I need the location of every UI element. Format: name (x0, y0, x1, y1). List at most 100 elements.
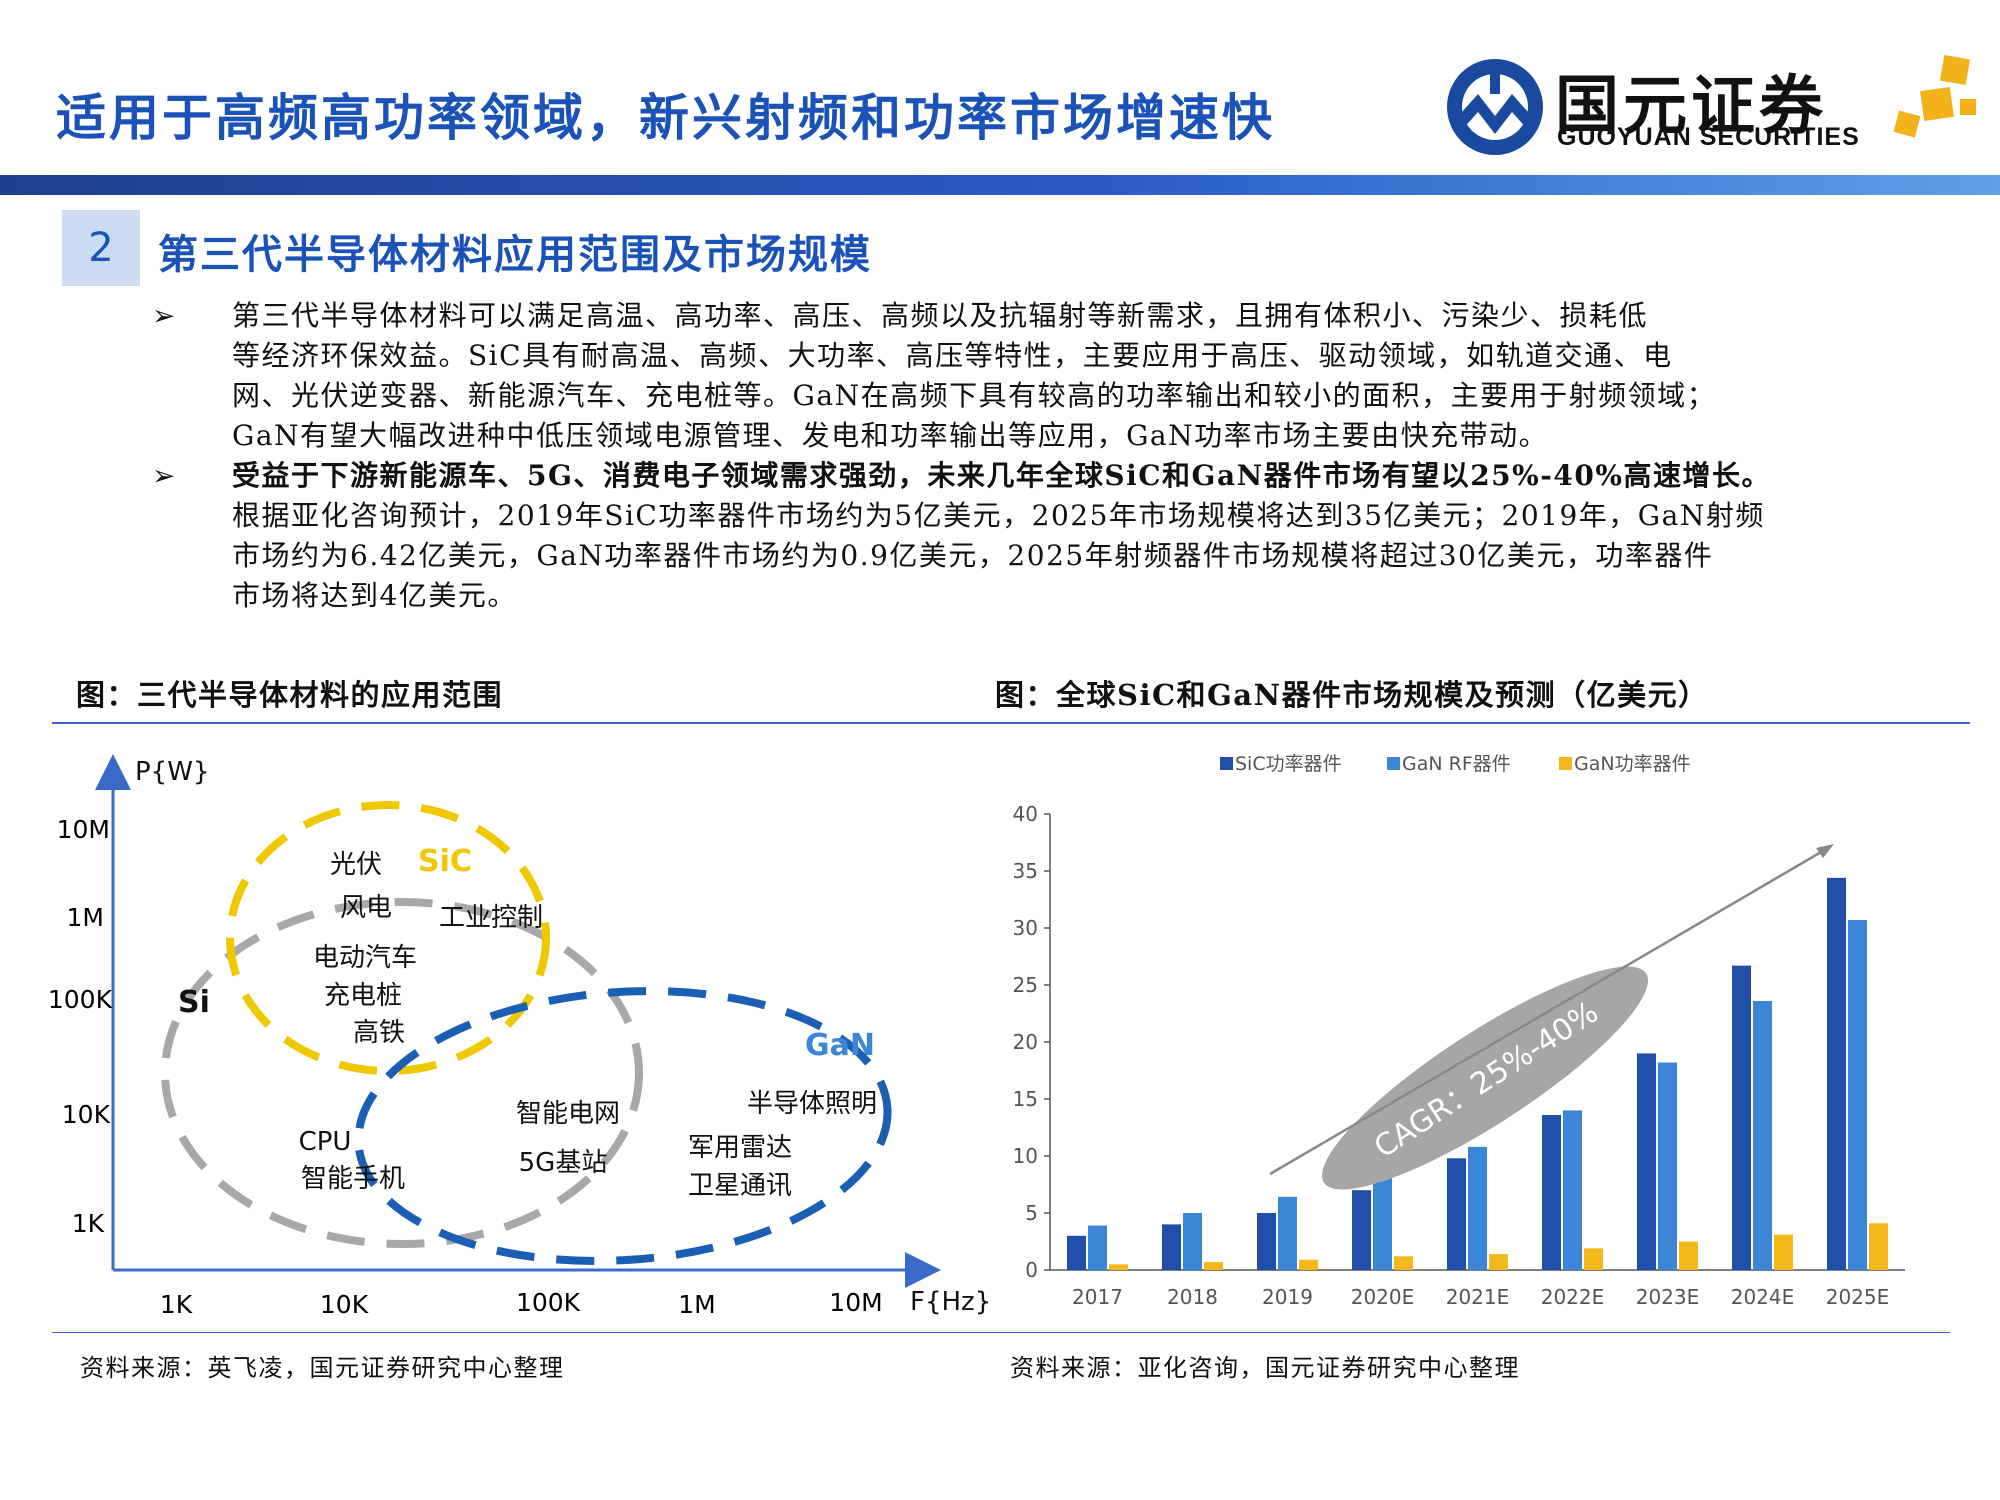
bar-2021E-1 (1468, 1146, 1487, 1270)
y-tick: 100K (48, 985, 113, 1014)
x-tick: 10K (320, 1290, 369, 1319)
bar-2025E-0 (1827, 877, 1846, 1270)
bar-2022E-1 (1563, 1110, 1582, 1270)
bar-2022E-0 (1542, 1114, 1561, 1270)
left-figure-source: 资料来源：英飞凌，国元证券研究中心整理 (80, 1354, 565, 1382)
x-category-label: 2021E (1446, 1285, 1510, 1309)
app-label: 半导体照明 (747, 1089, 877, 1119)
gan-region-outline (354, 987, 892, 1265)
x-category-label: 2022E (1541, 1285, 1605, 1309)
application-range-diagram: P{W} F{Hz} 10M 1M 100K 10K 1K 1K 10K 100… (48, 754, 991, 1319)
bullet-line: GaN有望大幅改进种中低压领域电源管理、发电和功率输出等应用，GaN功率市场主要… (232, 419, 1549, 452)
legend-label: SiC功率器件 (1235, 753, 1342, 775)
y-tick-label: 5 (1025, 1201, 1038, 1225)
x-category-label: 2024E (1731, 1285, 1795, 1309)
logo-english-name: GUOYUAN SECURITIES (1557, 123, 1860, 151)
source-rule (52, 1332, 1950, 1333)
bar-2025E-2 (1869, 1223, 1888, 1270)
section-title: 第三代半导体材料应用范围及市场规模 (158, 231, 872, 278)
x-category-label: 2023E (1636, 1285, 1700, 1309)
bar-2025E-1 (1848, 920, 1867, 1270)
y-tick: 10M (57, 815, 110, 844)
y-tick-label: 10 (1013, 1144, 1038, 1168)
bullet-arrow-icon: ➢ (152, 459, 177, 492)
bar-2019-2 (1299, 1259, 1318, 1270)
bar-2018-0 (1162, 1224, 1181, 1270)
bar-2023E-1 (1658, 1062, 1677, 1270)
app-label: 智能电网 (516, 1099, 620, 1129)
logo-chinese-name: 国元证券 (1555, 70, 1827, 144)
y-tick: 10K (62, 1100, 111, 1129)
x-category-label: 2020E (1351, 1285, 1415, 1309)
si-region-outline (161, 898, 643, 1248)
y-tick: 1K (72, 1209, 105, 1238)
legend-swatch-gan-power (1559, 757, 1572, 770)
region-label-sic: SiC (418, 844, 472, 879)
legend-swatch-sic (1220, 757, 1233, 770)
cagr-ellipse (1322, 966, 1648, 1190)
y-tick-label: 35 (1013, 859, 1038, 883)
bar-2021E-2 (1489, 1254, 1508, 1270)
bar-2020E-0 (1352, 1190, 1371, 1270)
y-tick-label: 30 (1013, 916, 1038, 940)
x-tick: 100K (516, 1288, 581, 1317)
app-label: 高铁 (353, 1018, 405, 1048)
y-tick-label: 15 (1013, 1087, 1038, 1111)
bar-2017-2 (1109, 1264, 1128, 1270)
x-tick: 10M (829, 1288, 882, 1317)
bullet-line: 等经济环保效益。SiC具有耐高温、高频、大功率、高压等特性，主要应用于高压、驱动… (232, 339, 1673, 372)
app-label: 充电桩 (324, 981, 402, 1011)
x-tick: 1M (678, 1290, 715, 1319)
y-tick-label: 0 (1025, 1258, 1038, 1282)
app-label: 光伏 (330, 850, 382, 880)
region-label-si: Si (178, 985, 210, 1020)
x-category-label: 2019 (1262, 1285, 1313, 1309)
x-category-label: 2018 (1167, 1285, 1218, 1309)
bullet-line: 网、光伏逆变器、新能源汽车、充电桩等。GaN在高频下具有较高的功率输出和较小的面… (232, 379, 1717, 412)
legend-label: GaN功率器件 (1574, 753, 1691, 775)
app-label: 卫星通讯 (688, 1171, 792, 1201)
bar-2018-2 (1204, 1262, 1223, 1270)
section-number: 2 (62, 210, 140, 286)
right-figure-source: 资料来源：亚化咨询，国元证券研究中心整理 (1010, 1354, 1520, 1382)
bar-2024E-0 (1732, 965, 1751, 1270)
left-figure-caption: 图：三代半导体材料的应用范围 (76, 678, 504, 712)
x-category-label: 2017 (1072, 1285, 1123, 1309)
legend-swatch-gan-rf (1387, 757, 1400, 770)
bar-2020E-2 (1394, 1256, 1413, 1270)
sic-region-outline (226, 801, 550, 1075)
bar-2018-1 (1183, 1213, 1202, 1270)
trend-arrow-line (1269, 846, 1829, 1176)
legend-label: GaN RF器件 (1402, 753, 1511, 775)
bar-2023E-0 (1637, 1053, 1656, 1270)
x-category-label: 2025E (1826, 1285, 1890, 1309)
bullet-line: 根据亚化咨询预计，2019年SiC功率器件市场约为5亿美元，2025年市场规模将… (232, 499, 1765, 532)
bullet-bold-line: 受益于下游新能源车、5G、消费电子领域需求强劲，未来几年全球SiC和GaN器件市… (232, 459, 1771, 492)
bullet-line: 第三代半导体材料可以满足高温、高功率、高压、高频以及抗辐射等新需求，且拥有体积小… (232, 299, 1649, 332)
bullet-line: 市场约为6.42亿美元，GaN功率器件市场约为0.9亿美元，2025年射频器件市… (232, 539, 1714, 572)
bar-2023E-2 (1679, 1241, 1698, 1270)
app-label: 风电 (340, 893, 392, 923)
trend-arrow-head-icon (1816, 844, 1834, 858)
y-tick-label: 40 (1013, 802, 1038, 826)
bar-2024E-2 (1774, 1234, 1793, 1270)
page-title: 适用于高频高功率领域，新兴射频和功率市场增速快 (56, 89, 1275, 147)
gold-squares-decoration-icon (1893, 55, 1976, 138)
right-figure-caption: 图：全球SiC和GaN器件市场规模及预测（亿美元） (995, 678, 1709, 712)
app-label: 工业控制 (439, 903, 543, 933)
app-label: 5G基站 (519, 1148, 608, 1178)
chart-legend: SiC功率器件 GaN RF器件 GaN功率器件 (1220, 753, 1691, 775)
caption-rule (52, 722, 1970, 724)
bullet-list: ➢ 第三代半导体材料可以满足高温、高功率、高压、高频以及抗辐射等新需求，且拥有体… (150, 296, 1870, 616)
region-label-gan: GaN (805, 1028, 875, 1063)
y-axis-label: P{W} (135, 757, 209, 787)
bar-2019-0 (1257, 1213, 1276, 1270)
y-tick-label: 20 (1013, 1030, 1038, 1054)
x-tick: 1K (160, 1290, 193, 1319)
bar-2019-1 (1278, 1196, 1297, 1270)
bar-2021E-0 (1447, 1158, 1466, 1270)
bullet-item-1: ➢ 第三代半导体材料可以满足高温、高功率、高压、高频以及抗辐射等新需求，且拥有体… (150, 296, 1870, 456)
y-tick-label: 25 (1013, 973, 1038, 997)
header-divider-bar (0, 175, 2000, 195)
bar-2022E-2 (1584, 1248, 1603, 1270)
